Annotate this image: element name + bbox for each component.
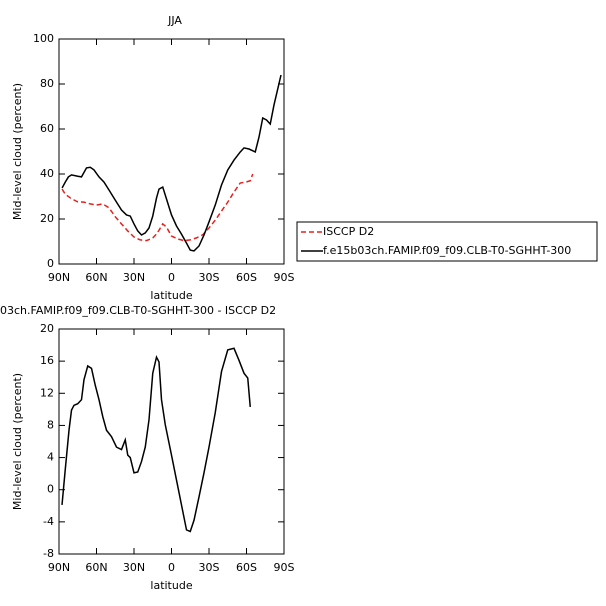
x-tick-label: 90N [48,271,70,284]
y-tick-label: 16 [40,354,54,367]
x-tick-label: 30N [123,271,145,284]
y-tick-label: 60 [40,122,54,135]
chart-title: JJA [167,14,182,27]
y-tick-label: 100 [33,32,54,45]
x-tick-label: 60S [236,561,257,574]
y-tick-label: 12 [40,386,54,399]
x-tick-label: 90S [274,561,295,574]
x-axis-label: latitude [150,579,192,592]
y-tick-label: 8 [47,418,54,431]
y-tick-label: -8 [43,547,54,560]
y-axis-label: Mid-level cloud (percent) [11,83,24,220]
data-line [61,173,254,242]
y-tick-label: 20 [40,212,54,225]
y-tick-label: 0 [47,257,54,270]
y-tick-label: 40 [40,167,54,180]
legend-label: f.e15b03ch.FAMIP.f09_f09.CLB-T0-SGHHT-30… [323,244,571,257]
data-line [61,74,282,252]
y-tick-label: -4 [43,515,54,528]
data-line [61,347,251,533]
x-tick-label: 60N [85,271,107,284]
x-axis-label: latitude [150,289,192,302]
legend-box [296,221,598,262]
legend-label: ISCCP D2 [323,225,374,238]
x-tick-label: 60S [236,271,257,284]
plot-frame [58,38,285,265]
x-tick-label: 0 [168,271,175,284]
chart-title: 03ch.FAMIP.f09_f09.CLB-T0-SGHHT-300 - IS… [0,304,276,317]
y-tick-label: 0 [47,483,54,496]
y-axis-label: Mid-level cloud (percent) [11,373,24,510]
x-tick-label: 0 [168,561,175,574]
x-tick-label: 30N [123,561,145,574]
y-tick-label: 80 [40,77,54,90]
x-tick-label: 30S [199,271,220,284]
y-tick-label: 4 [47,451,54,464]
x-tick-label: 60N [85,561,107,574]
x-tick-label: 30S [199,561,220,574]
y-tick-label: 20 [40,322,54,335]
x-tick-label: 90S [274,271,295,284]
plot-frame [58,328,285,555]
x-tick-label: 90N [48,561,70,574]
